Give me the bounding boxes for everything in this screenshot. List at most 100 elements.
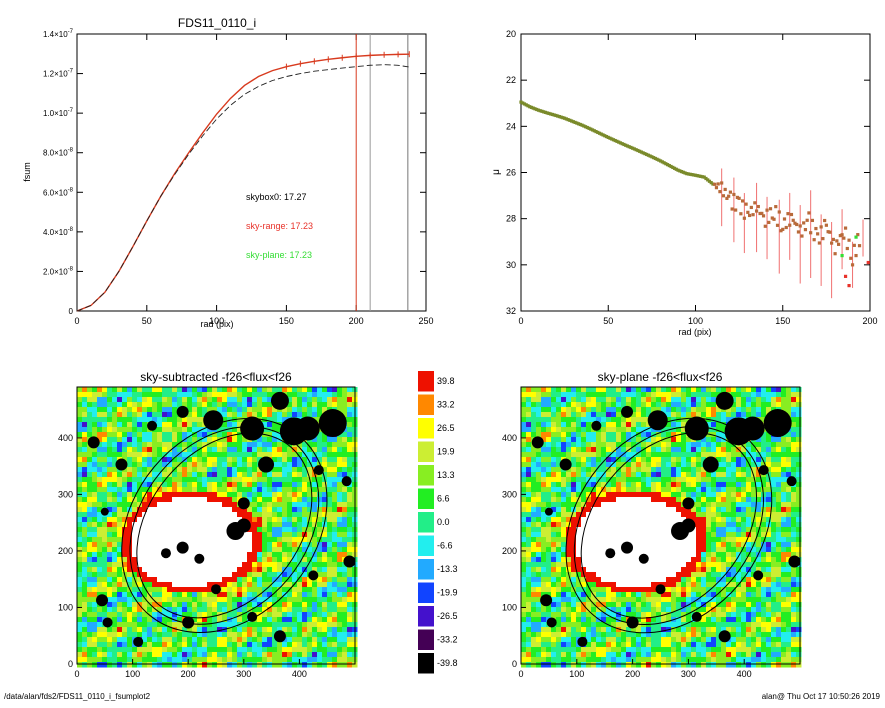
map-cell — [117, 612, 123, 618]
map-cell — [576, 497, 582, 503]
map-cell — [586, 432, 592, 438]
map-cell — [222, 652, 228, 658]
map-cell — [601, 472, 607, 478]
map-cell — [197, 482, 203, 488]
map-cell — [576, 492, 582, 498]
map-cell — [671, 487, 677, 493]
map-cell — [556, 447, 562, 453]
map-cell — [132, 407, 138, 413]
map-cell — [756, 487, 762, 493]
map-cell — [122, 612, 128, 618]
map-cell — [252, 652, 258, 658]
map-cell — [686, 442, 692, 448]
map-cell — [222, 537, 228, 543]
map-cell — [337, 507, 343, 513]
map-cell — [292, 492, 298, 498]
mu-point — [737, 196, 741, 200]
map-cell — [227, 392, 233, 398]
map-cell — [666, 462, 672, 468]
map-cell — [142, 467, 148, 473]
map-cell — [561, 397, 567, 403]
map-cell — [736, 452, 742, 458]
map-cell — [706, 402, 712, 408]
map-cell — [132, 617, 138, 623]
map-cell — [132, 647, 138, 653]
map-cell — [596, 517, 602, 523]
map-cell — [796, 412, 802, 418]
map-cell — [102, 612, 108, 618]
map-cell — [92, 447, 98, 453]
map-cell — [237, 642, 243, 648]
map-cell — [686, 507, 692, 513]
map-cell — [187, 432, 193, 438]
map-cell — [322, 507, 328, 513]
map-cell — [247, 482, 253, 488]
map-cell — [616, 392, 622, 398]
map-cell — [182, 517, 188, 523]
map-cell — [317, 482, 323, 488]
map-cell — [332, 612, 338, 618]
map-cell — [272, 582, 278, 588]
fsum-ytick-exponent: -7 — [68, 108, 74, 114]
map-cell — [761, 487, 767, 493]
map-cell — [167, 602, 173, 608]
map-cell — [157, 582, 163, 588]
map-cell — [212, 517, 218, 523]
map-cell — [222, 437, 228, 443]
map-cell — [332, 387, 338, 393]
map-cell — [207, 462, 213, 468]
map-cell — [102, 477, 108, 483]
map-cell — [526, 507, 532, 513]
map-cell — [127, 467, 133, 473]
map-cell — [337, 587, 343, 593]
map-cell — [327, 607, 333, 613]
mu-point — [845, 246, 849, 251]
map-cell — [172, 497, 178, 503]
map-cell — [87, 387, 93, 393]
map-cell — [107, 542, 113, 548]
map-cell — [262, 532, 268, 538]
map-cell — [257, 582, 263, 588]
map-cell — [197, 617, 203, 623]
map-cell — [731, 492, 737, 498]
map-cell — [791, 442, 797, 448]
map-cell — [77, 547, 83, 553]
map-cell — [227, 652, 233, 658]
map-cell — [292, 482, 298, 488]
map-cell — [112, 567, 118, 573]
map-cell — [676, 477, 682, 483]
map-cell — [337, 487, 343, 493]
map-cell — [167, 477, 173, 483]
map-cell — [252, 387, 258, 393]
map-cell — [616, 492, 622, 498]
map-cell — [571, 497, 577, 503]
map-cell — [267, 572, 273, 578]
map-cell — [342, 552, 348, 558]
map-cell — [581, 452, 587, 458]
map-cell — [546, 392, 552, 398]
map-cell — [312, 537, 318, 543]
map-cell — [222, 387, 228, 393]
map-cell — [337, 442, 343, 448]
map-cell — [157, 632, 163, 638]
map-cell — [137, 492, 143, 498]
map-cell — [297, 467, 303, 473]
map-cell — [302, 407, 308, 413]
map-cell — [656, 397, 662, 403]
map-cell — [92, 432, 98, 438]
map-cell — [292, 617, 298, 623]
map-cell — [322, 587, 328, 593]
map-cell — [117, 657, 123, 663]
map-cell — [332, 582, 338, 588]
map-cell — [347, 647, 353, 653]
map-cell — [237, 482, 243, 488]
mu-point — [704, 176, 708, 181]
map-cell — [237, 612, 243, 618]
map-cell — [232, 542, 238, 548]
map-cell — [92, 422, 98, 428]
map-cell — [127, 487, 133, 493]
map-cell — [631, 502, 637, 508]
map-cell — [122, 517, 128, 523]
map-cell — [147, 572, 153, 578]
map-cell — [566, 402, 572, 408]
